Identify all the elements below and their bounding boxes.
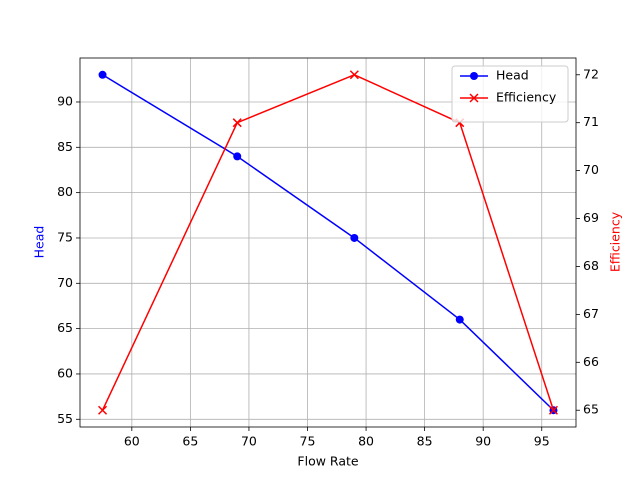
- x-axis-label: Flow Rate: [297, 454, 358, 469]
- y2-axis-label: Efficiency: [608, 211, 623, 272]
- y2-tick-label: 69: [583, 210, 599, 225]
- y-tick-label: 85: [57, 139, 73, 154]
- legend-label: Efficiency: [496, 90, 557, 105]
- x-tick-label: 90: [475, 434, 491, 449]
- marker: [350, 233, 359, 242]
- marker: [349, 70, 359, 80]
- marker: [98, 70, 107, 79]
- x-tick-label: 85: [417, 434, 433, 449]
- y-tick-label: 55: [57, 411, 73, 426]
- y-tick-label: 60: [57, 365, 73, 380]
- x-tick-label: 65: [182, 434, 198, 449]
- series-line: [101, 73, 555, 411]
- y-tick-label: 65: [57, 320, 73, 335]
- y2-tick-label: 72: [583, 66, 599, 81]
- y2-tick-label: 65: [583, 402, 599, 417]
- y2-tick-label: 67: [583, 306, 599, 321]
- marker: [455, 315, 464, 324]
- legend-marker: [470, 72, 478, 80]
- marker: [548, 405, 558, 415]
- x-tick-label: 80: [358, 434, 374, 449]
- x-tick-label: 70: [241, 434, 257, 449]
- y2-tick-label: 70: [583, 162, 599, 177]
- marker: [98, 405, 108, 415]
- legend-marker: [469, 93, 479, 103]
- plot-frame: [79, 57, 577, 428]
- y-tick-label: 90: [57, 93, 73, 108]
- x-tick-label: 95: [534, 434, 550, 449]
- y2-tick-label: 66: [583, 354, 599, 369]
- marker: [233, 152, 242, 161]
- series-line: [102, 74, 554, 411]
- x-tick-label: 60: [124, 434, 140, 449]
- x-tick-label: 75: [300, 434, 316, 449]
- y2-tick-label: 71: [583, 114, 599, 129]
- y-tick-label: 80: [57, 184, 73, 199]
- legend-box: [451, 65, 569, 123]
- y-axis-label: Head: [32, 226, 47, 259]
- y2-tick-label: 68: [583, 258, 599, 273]
- marker: [232, 118, 242, 128]
- legend-label: Head: [496, 68, 529, 83]
- y-tick-label: 75: [57, 229, 73, 244]
- y-tick-label: 70: [57, 275, 73, 290]
